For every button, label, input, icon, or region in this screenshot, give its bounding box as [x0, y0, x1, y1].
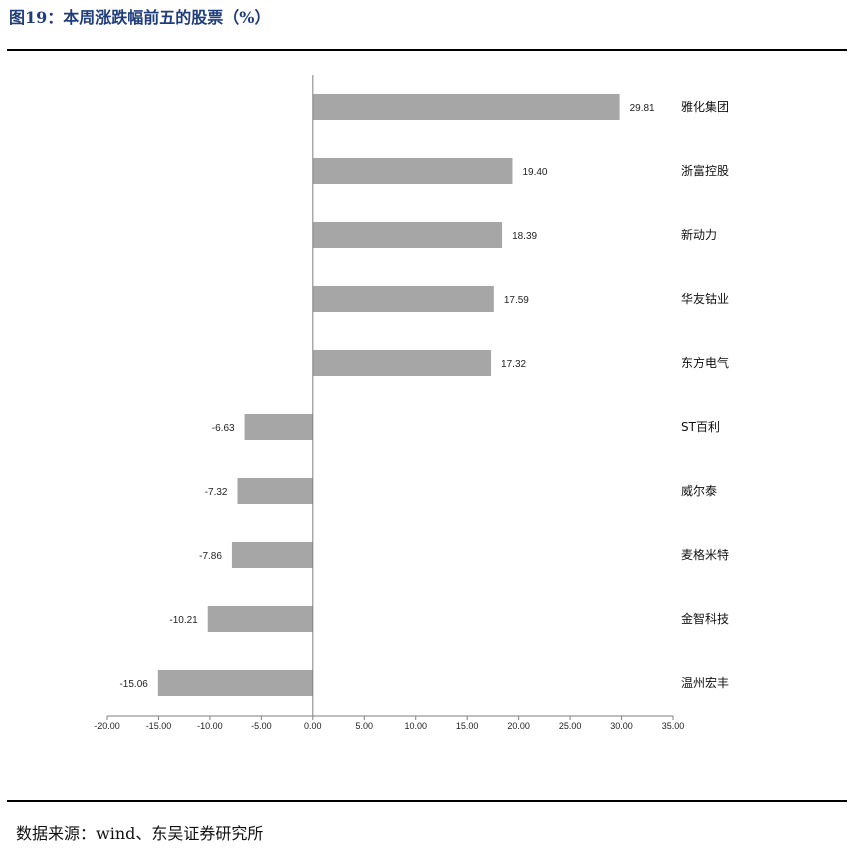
bar: [312, 94, 620, 120]
data-label: 17.59: [504, 295, 529, 306]
x-tick-label: -5.00: [251, 721, 272, 731]
bar: [312, 350, 492, 376]
bar: [312, 158, 513, 184]
x-tick-label: 5.00: [356, 721, 374, 731]
bar: [244, 414, 313, 440]
bottom-divider: [7, 800, 847, 802]
data-label: 18.39: [512, 231, 537, 242]
x-tick-label: 30.00: [610, 721, 633, 731]
bar: [312, 286, 494, 312]
x-tick-label: 0.00: [304, 721, 322, 731]
bar: [237, 478, 313, 504]
top-divider: [7, 49, 847, 51]
x-tick-label: -15.00: [146, 721, 172, 731]
category-label: 金智科技: [681, 611, 729, 626]
category-label: 雅化集团: [681, 99, 729, 114]
bar-chart: -20.00 -15.00 -10.00 -5.00 0.00 5.00 10.00 15.0…: [94, 75, 729, 731]
bar: [312, 222, 503, 248]
category-label: 东方电气: [681, 355, 729, 370]
category-label: 华友钴业: [681, 291, 729, 306]
x-tick-label: 35.00: [662, 721, 685, 731]
category-label: 威尔泰: [681, 483, 717, 498]
category-label: ST百利: [681, 420, 720, 434]
x-tick-label: 20.00: [507, 721, 530, 731]
data-label: -7.32: [205, 487, 228, 498]
x-tick-label: -10.00: [197, 721, 223, 731]
bar: [157, 670, 313, 696]
data-label: 19.40: [522, 167, 547, 178]
data-label: 29.81: [630, 103, 655, 114]
data-label: -7.86: [199, 551, 222, 562]
bar: [207, 606, 313, 632]
data-label: -6.63: [212, 423, 235, 434]
x-tick-label: -20.00: [94, 721, 120, 731]
data-label: -15.06: [119, 679, 148, 690]
figure-title: 图19：本周涨跌幅前五的股票（%）: [9, 8, 271, 27]
category-label: 麦格米特: [681, 547, 729, 562]
axis-layer: -20.00 -15.00 -10.00 -5.00 0.00 5.00 10.00 15.0…: [94, 75, 684, 731]
category-label: 浙富控股: [681, 163, 729, 178]
x-tick-label: 25.00: [559, 721, 582, 731]
bars-layer: [157, 94, 620, 696]
x-tick-label: 10.00: [404, 721, 427, 731]
category-label: 温州宏丰: [681, 675, 729, 690]
bar: [231, 542, 313, 568]
source-note: 数据来源：wind、东吴证券研究所: [16, 824, 264, 843]
category-label: 新动力: [681, 227, 717, 242]
data-label: -10.21: [169, 615, 198, 626]
data-label: 17.32: [501, 359, 526, 370]
x-tick-label: 15.00: [456, 721, 479, 731]
labels-layer: 29.81 雅化集团 19.40 浙富控股 18.39 新动力 17.59 华友钴业 17.32…: [119, 99, 729, 690]
